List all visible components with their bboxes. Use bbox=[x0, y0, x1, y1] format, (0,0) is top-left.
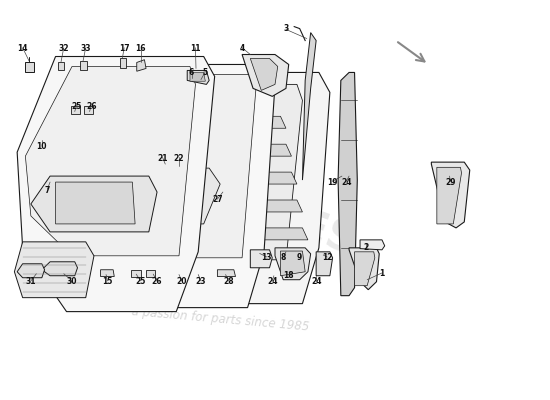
Polygon shape bbox=[71, 106, 80, 114]
Polygon shape bbox=[120, 58, 126, 68]
Text: 23: 23 bbox=[196, 277, 206, 286]
Polygon shape bbox=[61, 64, 275, 308]
Text: 6: 6 bbox=[189, 68, 194, 77]
Text: 10: 10 bbox=[37, 142, 47, 151]
Polygon shape bbox=[58, 62, 64, 70]
Polygon shape bbox=[78, 168, 220, 224]
Polygon shape bbox=[101, 270, 114, 276]
Text: 18: 18 bbox=[283, 271, 294, 280]
Text: 28: 28 bbox=[223, 277, 234, 286]
Text: 19: 19 bbox=[327, 178, 338, 186]
Polygon shape bbox=[250, 250, 272, 268]
Polygon shape bbox=[217, 270, 235, 276]
Text: 24: 24 bbox=[311, 277, 321, 286]
Text: 1: 1 bbox=[379, 269, 384, 278]
Text: 27: 27 bbox=[212, 196, 223, 204]
Polygon shape bbox=[338, 72, 358, 296]
Text: 33: 33 bbox=[80, 44, 91, 53]
Text: 26: 26 bbox=[152, 277, 162, 286]
Polygon shape bbox=[242, 54, 289, 96]
Polygon shape bbox=[220, 200, 302, 212]
Polygon shape bbox=[316, 252, 333, 276]
Polygon shape bbox=[25, 66, 195, 256]
Text: 22: 22 bbox=[174, 154, 184, 163]
Polygon shape bbox=[31, 176, 157, 232]
Text: 7: 7 bbox=[45, 186, 50, 194]
Text: a passion for parts since 1985: a passion for parts since 1985 bbox=[131, 305, 310, 334]
Text: 31: 31 bbox=[26, 277, 36, 286]
Polygon shape bbox=[209, 144, 292, 156]
Polygon shape bbox=[42, 262, 78, 276]
Polygon shape bbox=[214, 172, 297, 184]
Polygon shape bbox=[75, 74, 256, 258]
Polygon shape bbox=[80, 61, 87, 70]
Text: 16: 16 bbox=[135, 44, 146, 53]
Polygon shape bbox=[437, 167, 461, 224]
Polygon shape bbox=[56, 182, 135, 224]
Polygon shape bbox=[302, 32, 316, 180]
Text: EUROSPARES: EUROSPARES bbox=[57, 119, 362, 265]
Text: 8: 8 bbox=[280, 253, 286, 262]
Text: 26: 26 bbox=[86, 102, 96, 111]
Polygon shape bbox=[17, 56, 214, 312]
Polygon shape bbox=[360, 240, 384, 250]
Text: 17: 17 bbox=[119, 44, 129, 53]
Polygon shape bbox=[25, 62, 34, 72]
Text: 21: 21 bbox=[157, 154, 168, 163]
Text: 12: 12 bbox=[322, 253, 332, 262]
Text: 9: 9 bbox=[297, 253, 302, 262]
Polygon shape bbox=[355, 252, 375, 286]
Polygon shape bbox=[84, 106, 93, 114]
Text: 2: 2 bbox=[363, 243, 368, 252]
Polygon shape bbox=[280, 251, 305, 276]
Text: 30: 30 bbox=[67, 277, 77, 286]
Polygon shape bbox=[226, 228, 308, 240]
Polygon shape bbox=[431, 162, 470, 228]
Text: 29: 29 bbox=[446, 178, 456, 186]
Polygon shape bbox=[105, 72, 330, 304]
Polygon shape bbox=[137, 60, 146, 71]
Text: 24: 24 bbox=[341, 178, 351, 186]
Text: 4: 4 bbox=[239, 44, 245, 53]
Text: 3: 3 bbox=[283, 24, 289, 33]
Text: 24: 24 bbox=[267, 277, 278, 286]
Text: 15: 15 bbox=[102, 277, 113, 286]
Text: 25: 25 bbox=[71, 102, 81, 111]
Polygon shape bbox=[190, 72, 205, 81]
Polygon shape bbox=[138, 84, 302, 260]
Text: 20: 20 bbox=[177, 277, 187, 286]
Text: 13: 13 bbox=[261, 253, 272, 262]
Text: 5: 5 bbox=[203, 68, 208, 77]
Polygon shape bbox=[14, 242, 94, 298]
Text: 14: 14 bbox=[18, 44, 28, 53]
Text: 32: 32 bbox=[58, 44, 69, 53]
Text: 25: 25 bbox=[135, 277, 146, 286]
Polygon shape bbox=[250, 58, 278, 90]
Polygon shape bbox=[146, 270, 156, 276]
Polygon shape bbox=[349, 248, 379, 290]
Text: 11: 11 bbox=[190, 44, 201, 53]
Polygon shape bbox=[17, 264, 45, 278]
Polygon shape bbox=[131, 270, 141, 276]
Polygon shape bbox=[275, 248, 311, 280]
Polygon shape bbox=[204, 116, 286, 128]
Polygon shape bbox=[187, 70, 209, 84]
